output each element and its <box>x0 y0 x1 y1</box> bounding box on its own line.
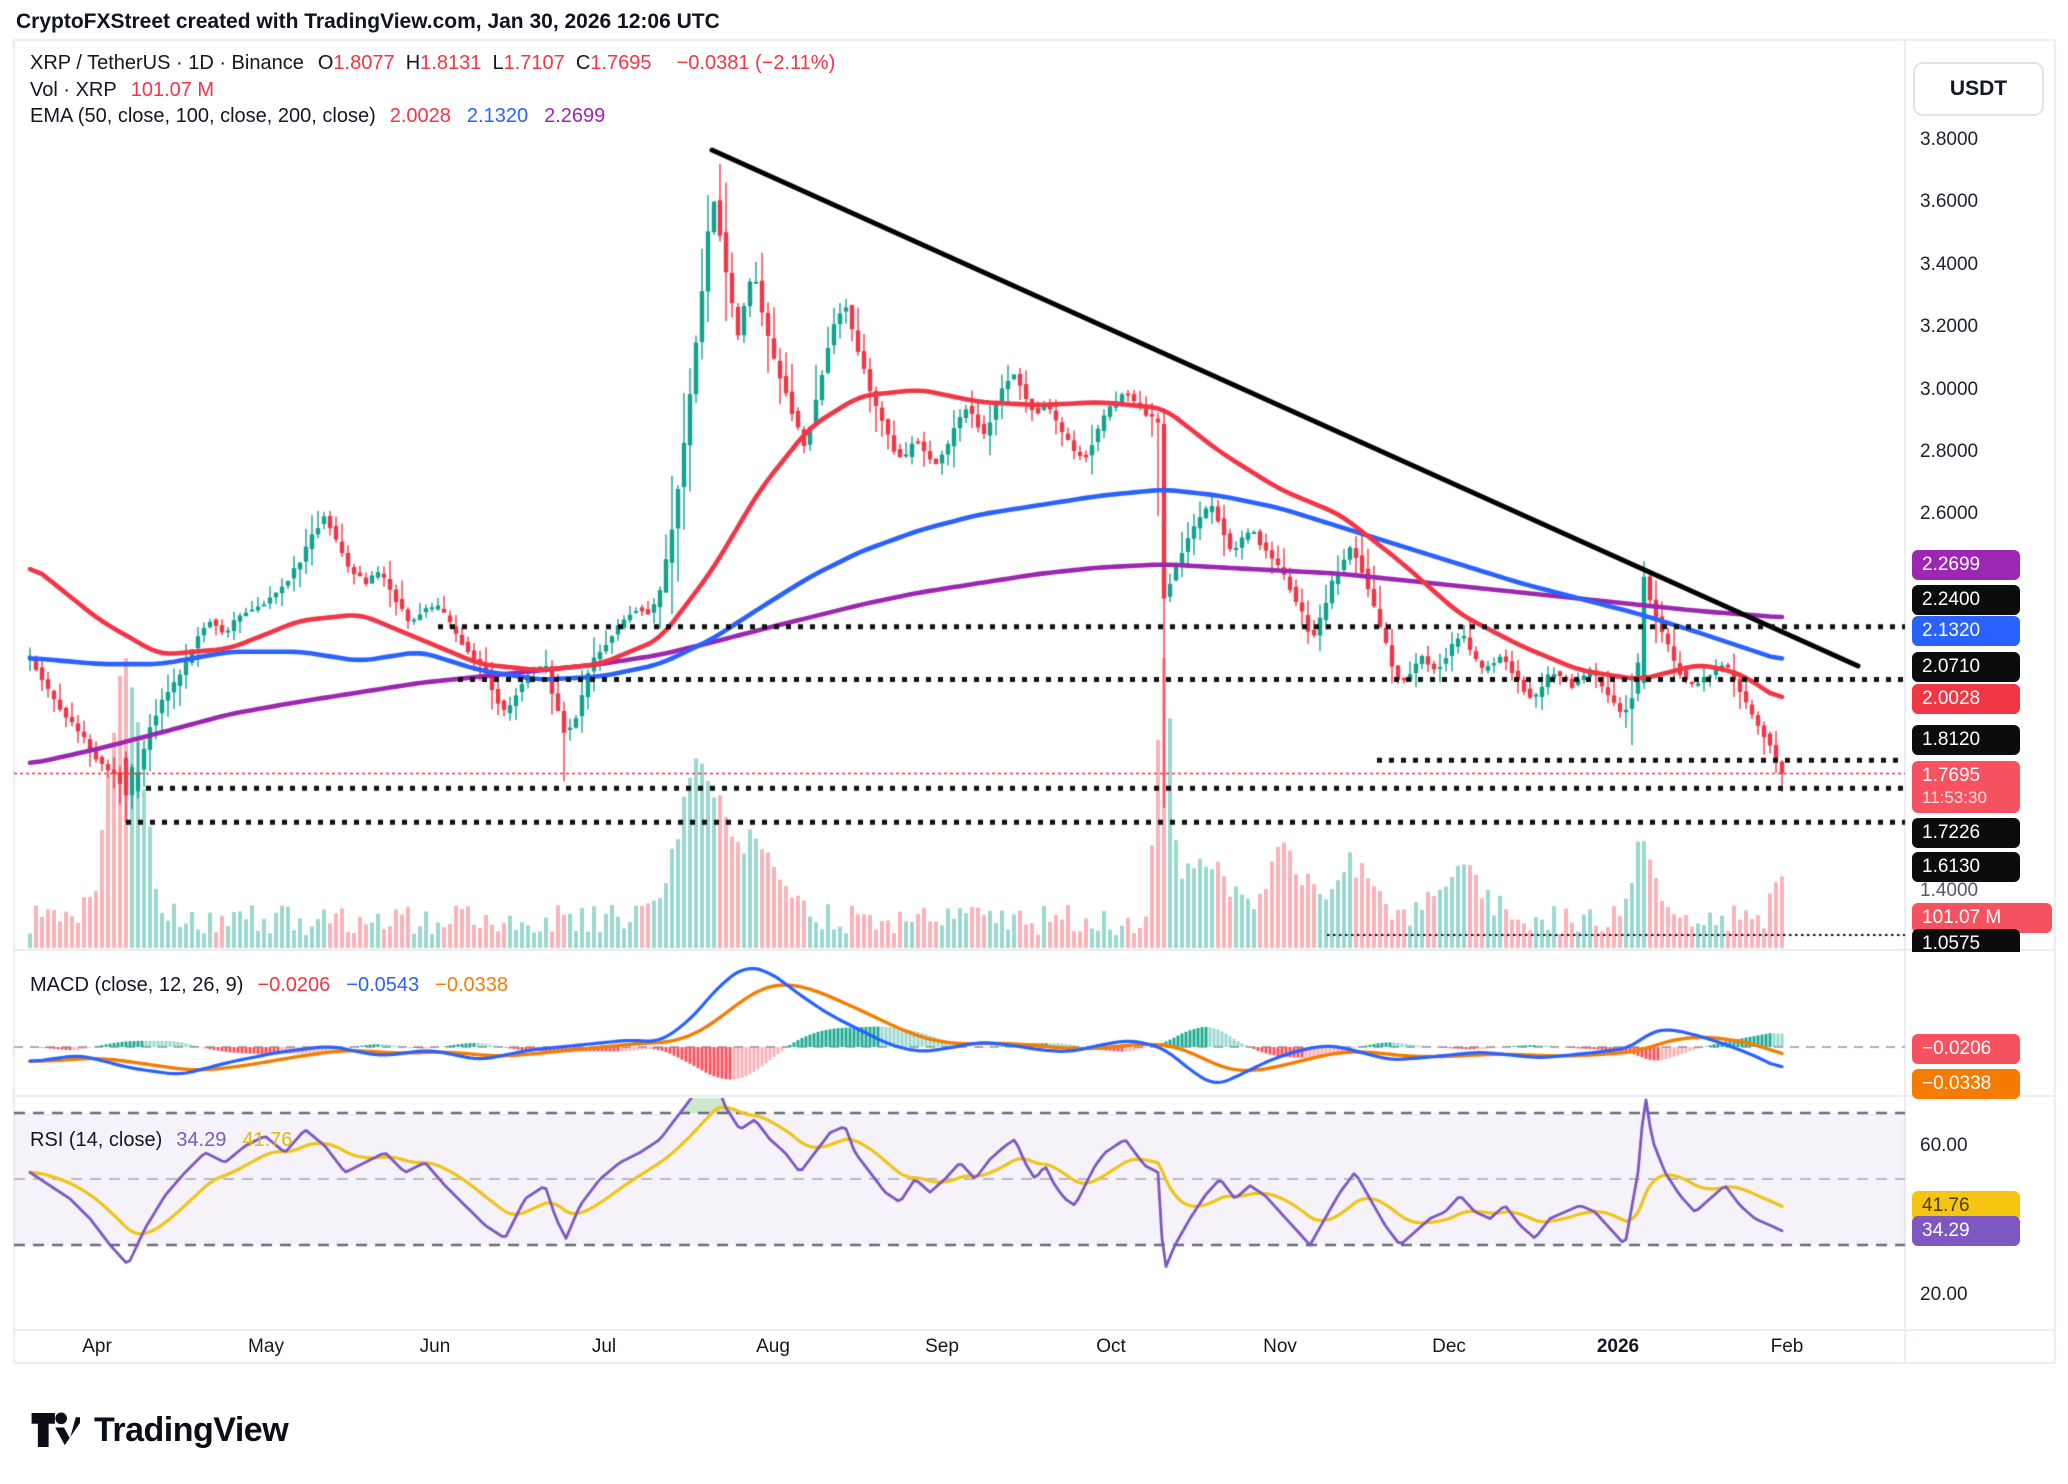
macd-axis-label: −0.0206 <box>1912 1034 2020 1064</box>
indicator-value: 2.2699 <box>544 105 606 127</box>
month-label-feb[interactable]: Feb <box>1770 1336 1804 1357</box>
month-label-2026[interactable]: 2026 <box>1596 1336 1640 1357</box>
tradingview-logo[interactable]: TradingView <box>28 1404 289 1456</box>
indicator-value: −0.0206 <box>257 974 331 996</box>
indicator-value: 2.0028 <box>389 105 451 127</box>
tradingview-logo-icon <box>31 1412 80 1448</box>
change-value: −0.0381 (−2.11%) <box>676 52 836 74</box>
rsi-label: RSI (14, close) <box>30 1129 163 1151</box>
ema-legend-row[interactable]: EMA (50, close, 100, close, 200, close) … <box>30 105 621 128</box>
volume-label: Vol · XRP <box>30 79 117 101</box>
volume-value: 101.07 M <box>130 79 215 101</box>
tradingview-wordmark: TradingView <box>94 1410 289 1449</box>
price-label: 2.0710 <box>1912 652 2020 682</box>
macd-axis-label: −0.0338 <box>1912 1069 2020 1099</box>
price-label: 1.8120 <box>1912 725 2020 755</box>
month-label-jun[interactable]: Jun <box>419 1336 451 1357</box>
price-tick: 3.0000 <box>1920 379 1979 400</box>
currency-toggle-button[interactable]: USDT <box>1913 62 2044 116</box>
price-tick: 3.2000 <box>1920 316 1979 337</box>
symbol-title: XRP / TetherUS · 1D · Binance <box>30 52 304 74</box>
rsi-tick: 60.00 <box>1920 1135 1968 1156</box>
price-label: 1.7226 <box>1912 818 2020 848</box>
ohlc-item: L1.7107 <box>492 52 565 74</box>
price-tick: 3.4000 <box>1920 254 1979 275</box>
month-label-sep[interactable]: Sep <box>925 1336 959 1357</box>
ohlc-item: O1.8077 <box>317 52 395 74</box>
month-label-apr[interactable]: Apr <box>82 1336 112 1357</box>
rsi-tick: 20.00 <box>1920 1284 1968 1305</box>
price-tick-under: 1.4000 <box>1920 880 1979 901</box>
macd-values: −0.0206 −0.0543 −0.0338 <box>257 974 524 997</box>
price-tick: 3.6000 <box>1920 191 1979 212</box>
price-label: 1.7695 11:53:30 <box>1912 761 2020 813</box>
month-label-dec[interactable]: Dec <box>1432 1336 1466 1357</box>
rsi-values: 34.29 41.76 <box>176 1129 308 1152</box>
attribution-header: CryptoFXStreet created with TradingView.… <box>16 10 720 33</box>
price-label: 101.07 M <box>1912 903 2052 933</box>
price-tick: 2.8000 <box>1920 441 1979 462</box>
month-label-nov[interactable]: Nov <box>1263 1336 1297 1357</box>
month-label-oct[interactable]: Oct <box>1096 1336 1126 1357</box>
price-label: 1.6130 <box>1912 852 2020 882</box>
indicator-value: 41.76 <box>242 1129 293 1151</box>
ohlc-item: C1.7695 <box>575 52 652 74</box>
price-tick: 2.6000 <box>1920 503 1979 524</box>
ohlc-values: O1.8077 H1.8131 L1.7107 C1.7695 <box>318 52 663 75</box>
price-label: 2.2699 <box>1912 550 2020 580</box>
rsi-axis-label: 34.29 <box>1912 1216 2020 1246</box>
month-label-aug[interactable]: Aug <box>756 1336 790 1357</box>
ohlc-item: H1.8131 <box>405 52 482 74</box>
indicator-value: −0.0543 <box>346 974 420 996</box>
month-label-may[interactable]: May <box>248 1336 284 1357</box>
symbol-legend-row[interactable]: XRP / TetherUS · 1D · Binance O1.8077 H1… <box>30 52 835 75</box>
ema-values: 2.0028 2.1320 2.2699 <box>390 105 622 128</box>
price-label: 1.0575 <box>1912 929 2020 952</box>
price-label: 2.0028 <box>1912 684 2020 714</box>
ema-label: EMA (50, close, 100, close, 200, close) <box>30 105 376 127</box>
price-tick: 3.8000 <box>1920 129 1979 150</box>
rsi-legend-row[interactable]: RSI (14, close) 34.29 41.76 <box>30 1129 308 1152</box>
macd-legend-row[interactable]: MACD (close, 12, 26, 9) −0.0206 −0.0543 −0… <box>30 974 524 997</box>
volume-legend-row[interactable]: Vol · XRP 101.07 M <box>30 79 214 102</box>
price-label: 2.1320 <box>1912 616 2020 646</box>
price-label: 2.2400 <box>1912 585 2020 615</box>
month-label-jul[interactable]: Jul <box>591 1336 617 1357</box>
indicator-value: −0.0338 <box>435 974 508 996</box>
indicator-value: 2.1320 <box>466 105 529 127</box>
indicator-value: 34.29 <box>176 1129 227 1151</box>
macd-label: MACD (close, 12, 26, 9) <box>30 974 244 996</box>
